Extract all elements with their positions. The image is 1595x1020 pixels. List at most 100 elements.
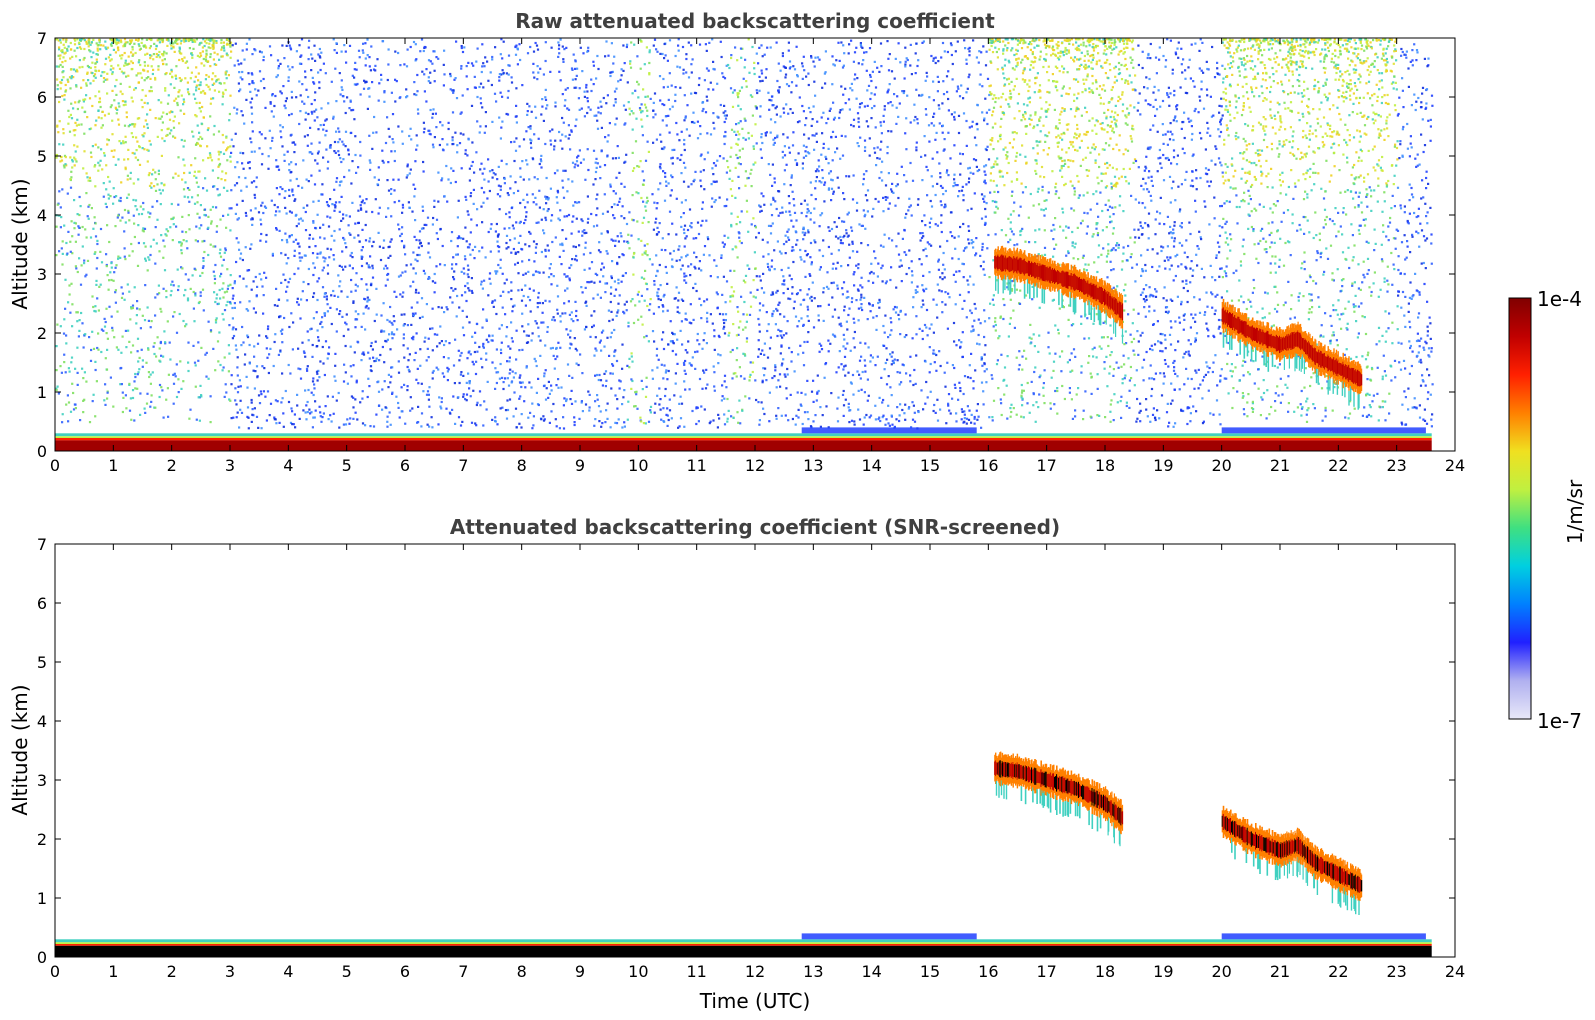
noise-pixel bbox=[142, 135, 145, 138]
noise-pixel bbox=[143, 79, 146, 82]
noise-pixel bbox=[657, 288, 660, 291]
noise-pixel bbox=[661, 304, 664, 307]
noise-pixel bbox=[265, 240, 268, 243]
noise-pixel bbox=[148, 90, 151, 93]
noise-pixel bbox=[456, 245, 459, 248]
noise-pixel bbox=[739, 108, 742, 111]
noise-pixel bbox=[197, 396, 200, 399]
noise-pixel bbox=[161, 40, 164, 44]
noise-pixel bbox=[121, 335, 124, 338]
noise-pixel bbox=[615, 176, 618, 179]
noise-pixel bbox=[736, 306, 739, 309]
noise-pixel bbox=[227, 284, 230, 287]
noise-pixel bbox=[172, 176, 175, 179]
noise-pixel bbox=[157, 68, 160, 71]
noise-pixel bbox=[329, 248, 333, 251]
noise-pixel bbox=[229, 145, 232, 148]
noise-pixel bbox=[258, 272, 261, 276]
noise-pixel bbox=[150, 38, 153, 42]
noise-pixel bbox=[561, 229, 564, 232]
noise-pixel bbox=[352, 364, 355, 367]
noise-pixel bbox=[570, 232, 573, 235]
noise-pixel bbox=[574, 201, 577, 204]
noise-pixel bbox=[200, 91, 203, 94]
noise-pixel bbox=[686, 228, 690, 232]
noise-pixel bbox=[648, 73, 651, 76]
noise-pixel bbox=[268, 45, 272, 48]
noise-pixel bbox=[427, 242, 430, 245]
noise-pixel bbox=[174, 97, 178, 100]
noise-pixel bbox=[546, 209, 549, 213]
noise-pixel bbox=[251, 130, 254, 133]
noise-pixel bbox=[221, 103, 224, 106]
noise-pixel bbox=[666, 85, 669, 88]
noise-pixel bbox=[499, 407, 502, 410]
noise-pixel bbox=[67, 401, 71, 404]
noise-pixel bbox=[602, 266, 605, 269]
noise-pixel bbox=[298, 245, 301, 248]
noise-pixel bbox=[260, 51, 263, 54]
noise-pixel bbox=[425, 223, 428, 227]
noise-pixel bbox=[744, 170, 747, 173]
noise-pixel bbox=[522, 138, 526, 141]
noise-pixel bbox=[378, 206, 381, 209]
noise-pixel bbox=[655, 354, 658, 357]
noise-pixel bbox=[127, 211, 130, 214]
noise-pixel bbox=[281, 239, 284, 242]
noise-pixel bbox=[551, 346, 554, 350]
noise-pixel bbox=[403, 323, 406, 326]
noise-pixel bbox=[85, 84, 88, 87]
noise-pixel bbox=[727, 334, 730, 337]
noise-pixel bbox=[180, 78, 183, 81]
noise-pixel bbox=[57, 214, 60, 217]
noise-pixel bbox=[433, 291, 436, 294]
noise-pixel bbox=[199, 110, 202, 113]
noise-pixel bbox=[211, 205, 215, 209]
noise-pixel bbox=[513, 237, 516, 240]
noise-pixel bbox=[524, 272, 527, 275]
noise-pixel bbox=[194, 239, 197, 242]
noise-pixel bbox=[106, 397, 109, 400]
noise-pixel bbox=[97, 348, 100, 351]
noise-pixel bbox=[137, 39, 140, 42]
noise-pixel bbox=[105, 47, 108, 51]
noise-pixel bbox=[354, 135, 357, 138]
noise-pixel bbox=[465, 315, 468, 318]
noise-pixel bbox=[158, 292, 161, 295]
noise-pixel bbox=[658, 75, 662, 78]
noise-pixel bbox=[283, 316, 286, 320]
noise-pixel bbox=[58, 143, 61, 146]
noise-pixel bbox=[354, 411, 357, 414]
noise-pixel bbox=[124, 168, 127, 171]
noise-pixel bbox=[643, 277, 646, 280]
noise-pixel bbox=[141, 38, 144, 41]
noise-pixel bbox=[444, 340, 447, 343]
noise-pixel bbox=[713, 127, 716, 130]
noise-pixel bbox=[221, 170, 224, 173]
noise-pixel bbox=[617, 278, 620, 281]
noise-pixel bbox=[90, 41, 93, 44]
noise-pixel bbox=[601, 262, 604, 265]
noise-pixel bbox=[212, 46, 215, 49]
noise-pixel bbox=[595, 77, 598, 80]
noise-pixel bbox=[540, 250, 543, 254]
noise-pixel bbox=[205, 351, 208, 354]
noise-pixel bbox=[664, 249, 667, 252]
noise-pixel bbox=[388, 411, 391, 414]
noise-pixel bbox=[357, 341, 360, 344]
noise-pixel bbox=[375, 413, 378, 416]
noise-pixel bbox=[55, 38, 58, 41]
noise-pixel bbox=[124, 43, 127, 46]
noise-pixel bbox=[241, 114, 244, 117]
noise-pixel bbox=[490, 223, 493, 226]
noise-pixel bbox=[269, 101, 272, 104]
noise-pixel bbox=[620, 182, 623, 185]
noise-pixel bbox=[225, 290, 229, 293]
noise-pixel bbox=[404, 422, 407, 425]
noise-pixel bbox=[405, 264, 408, 267]
noise-pixel bbox=[723, 142, 726, 146]
noise-pixel bbox=[521, 348, 524, 351]
noise-pixel bbox=[250, 141, 253, 144]
noise-pixel bbox=[416, 108, 420, 111]
noise-pixel bbox=[202, 187, 205, 190]
